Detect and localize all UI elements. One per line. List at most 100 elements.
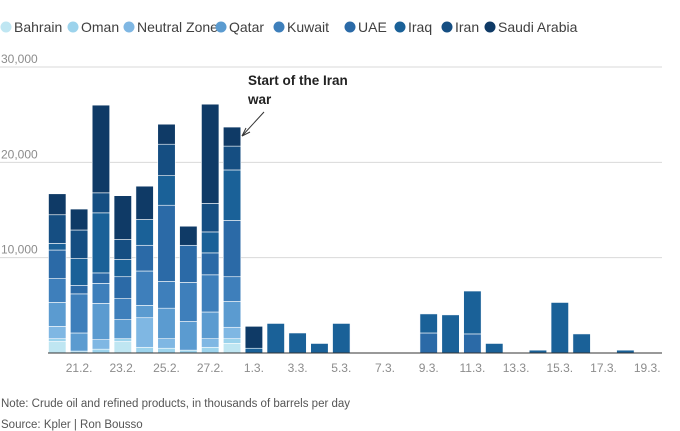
bar-segment-iran-27.2. [201, 203, 220, 233]
bar-segment-iran-23.2. [113, 239, 132, 260]
legend-swatch-iraq [394, 21, 406, 33]
x-tick-label-11.3.: 11.3. [459, 361, 485, 375]
legend-swatch-oman [67, 21, 79, 33]
bar-segment-kuwait-20.2. [48, 278, 67, 303]
bar-segment-iraq-25.2. [157, 175, 176, 206]
bar-segment-iraq-12.3. [485, 343, 504, 354]
x-tick-label-9.3.: 9.3. [419, 361, 439, 375]
y-tick-label-10000: 10,000 [1, 243, 38, 257]
x-axis-ticks: 21.2. 23.2. 25.2. 27.2. 1.3. 3.3. 5.3. 7.3. 9.3.… [66, 361, 661, 375]
legend-label-uae: UAE [358, 19, 387, 35]
y-axis-ticks: 10,000 20,000 30,000 [1, 52, 38, 257]
bar-segment-iran-22.2. [91, 192, 110, 214]
legend-swatch-qatar [215, 21, 227, 33]
annotation-arrow [241, 111, 265, 137]
bar-segment-oman-25.2. [157, 347, 176, 354]
legend-swatch-uae [344, 21, 356, 33]
x-tick-label-27.2.: 27.2. [197, 361, 224, 375]
bar-segment-saudi-arabia-26.2. [179, 225, 198, 246]
bar-segment-iraq-27.2. [201, 231, 220, 254]
bar-segment-uae-11.3. [463, 333, 482, 354]
bar-segment-iran-21.2. [70, 229, 89, 259]
bar-segment-iraq-23.2. [113, 259, 132, 278]
bar-segment-uae-26.2. [179, 244, 198, 283]
x-tick-label-17.3.: 17.3. [590, 361, 617, 375]
bar-segment-iraq-16.3. [572, 333, 591, 354]
bar-segment-saudi-arabia-1.3. [244, 326, 263, 349]
bar-segment-uae-25.2. [157, 204, 176, 282]
bar-segment-neutral-zone-24.2. [135, 317, 154, 348]
legend-label-oman: Oman [81, 19, 119, 35]
chart-source: Source: Kpler | Ron Bousso [1, 419, 143, 431]
x-tick-label-23.2.: 23.2. [109, 361, 136, 375]
bar-segment-qatar-22.2. [91, 303, 110, 340]
bar-segment-bahrain-20.2. [48, 341, 67, 354]
bar-segment-iraq-28.2. [223, 169, 242, 221]
bar-segment-neutral-zone-22.2. [91, 339, 110, 350]
bar-segment-iraq-9.3. [419, 313, 438, 334]
bar-segment-qatar-20.2. [48, 302, 67, 327]
bar-segment-uae-21.2. [70, 285, 89, 295]
bar-segment-iraq-15.3. [550, 302, 569, 354]
bar-segment-qatar-24.2. [135, 305, 154, 319]
bar-segment-kuwait-28.2. [223, 276, 242, 302]
bar-segment-iraq-3.3. [288, 332, 307, 354]
chart-note: Note: Crude oil and refined products, in… [1, 398, 351, 410]
x-tick-label-1.3.: 1.3. [244, 361, 264, 375]
legend-label-kuwait: Kuwait [287, 19, 329, 35]
bar-segment-saudi-arabia-25.2. [157, 123, 176, 145]
bar-segment-iraq-2.3. [266, 323, 285, 354]
bar-segment-iran-28.2. [223, 145, 242, 171]
legend-swatch-saudi-arabia [484, 21, 496, 33]
bar-segment-saudi-arabia-24.2. [135, 185, 154, 220]
bar-segment-saudi-arabia-23.2. [113, 195, 132, 240]
legend-label-bahrain: Bahrain [14, 19, 62, 35]
x-tick-label-25.2.: 25.2. [153, 361, 180, 375]
bar-segment-kuwait-27.2. [201, 274, 220, 313]
bar-segment-oman-24.2. [135, 346, 154, 354]
legend-label-neutral-zone: Neutral Zone [137, 19, 218, 35]
bar-segment-iraq-21.2. [70, 258, 89, 286]
legend: Bahrain Oman Neutral Zone Qatar Kuwait UAE Ira… [0, 19, 578, 35]
bar-segment-iraq-10.3. [441, 314, 460, 354]
legend-swatch-iran [441, 21, 453, 33]
bar-segment-iraq-24.2. [135, 219, 154, 246]
bar-segment-saudi-arabia-22.2. [91, 104, 110, 194]
bar-segment-qatar-26.2. [179, 321, 198, 351]
bar-segment-kuwait-25.2. [157, 281, 176, 309]
annotation-text-line-1: Start of the Iran [248, 73, 348, 88]
bar-segment-uae-27.2. [201, 252, 220, 276]
bar-segment-saudi-arabia-27.2. [201, 103, 220, 204]
legend-label-iraq: Iraq [408, 19, 432, 35]
x-tick-label-19.3.: 19.3. [634, 361, 661, 375]
bar-segment-kuwait-26.2. [179, 282, 198, 322]
bar-segment-kuwait-21.2. [70, 293, 89, 334]
x-tick-label-5.3.: 5.3. [331, 361, 351, 375]
bar-segment-neutral-zone-25.2. [157, 338, 176, 349]
legend-label-qatar: Qatar [229, 19, 264, 35]
bar-segment-kuwait-24.2. [135, 270, 154, 306]
annotation-arrowhead [241, 127, 251, 137]
legend-swatch-kuwait [273, 21, 285, 33]
bar-segment-oman-22.2. [91, 348, 110, 354]
legend-label-saudi-arabia: Saudi Arabia [498, 19, 578, 35]
x-tick-label-13.3.: 13.3. [503, 361, 530, 375]
x-tick-label-21.2.: 21.2. [66, 361, 93, 375]
bar-segment-kuwait-22.2. [91, 283, 110, 304]
bar-segment-qatar-28.2. [223, 301, 242, 328]
bar-segment-iran-25.2. [157, 143, 176, 176]
bar-segment-kuwait-23.2. [113, 298, 132, 320]
bar-segment-uae-9.3. [419, 332, 438, 354]
bar-segment-bahrain-23.2. [113, 341, 132, 354]
stacked-bar-chart: Bahrain Oman Neutral Zone Qatar Kuwait UAE Ira… [0, 19, 662, 375]
bar-segment-neutral-zone-20.2. [48, 326, 67, 339]
bar-segment-saudi-arabia-21.2. [70, 208, 89, 231]
bar-segment-neutral-zone-27.2. [201, 338, 220, 348]
bar-segment-qatar-21.2. [70, 332, 89, 352]
bar-segment-iraq-4.3. [310, 343, 329, 354]
bar-segment-saudi-arabia-28.2. [223, 126, 242, 147]
x-tick-label-3.3.: 3.3. [288, 361, 308, 375]
bar-segment-bahrain-28.2. [223, 343, 242, 354]
bars [48, 103, 635, 354]
bar-segment-iraq-20.2. [48, 243, 67, 251]
